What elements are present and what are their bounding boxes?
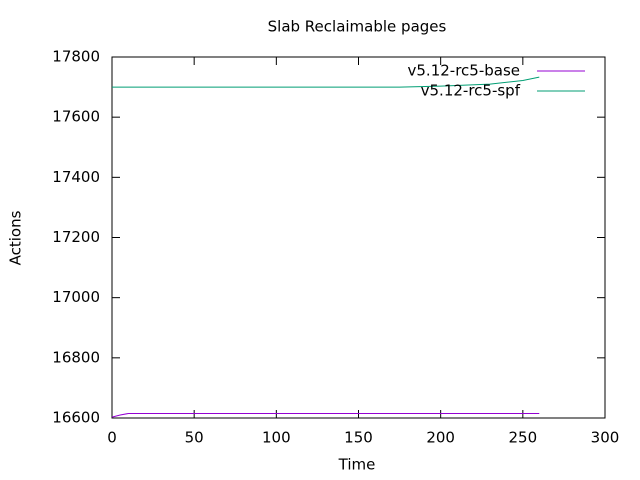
x-tick-label: 150 xyxy=(344,429,373,447)
x-tick-label: 300 xyxy=(591,429,620,447)
y-tick-label: 16600 xyxy=(52,409,100,427)
x-tick-label: 0 xyxy=(107,429,117,447)
y-tick-label: 17000 xyxy=(52,288,100,306)
series-line xyxy=(111,412,540,418)
y-tick-label: 17200 xyxy=(52,228,100,246)
y-axis-label: Actions xyxy=(7,210,25,265)
y-tick-label: 17600 xyxy=(52,108,100,126)
legend-label: v5.12-rc5-base xyxy=(408,62,521,80)
y-tick-label: 16800 xyxy=(52,348,100,366)
x-tick-label: 250 xyxy=(509,429,538,447)
x-axis-label: Time xyxy=(338,456,376,474)
chart-title: Slab Reclaimable pages xyxy=(268,18,447,36)
legend-label: v5.12-rc5-spf xyxy=(421,82,521,100)
y-tick-label: 17400 xyxy=(52,168,100,186)
x-tick-label: 50 xyxy=(185,429,204,447)
x-tick-label: 100 xyxy=(262,429,291,447)
series-line xyxy=(112,76,540,88)
y-tick-label: 17800 xyxy=(52,48,100,66)
x-tick-label: 200 xyxy=(426,429,455,447)
